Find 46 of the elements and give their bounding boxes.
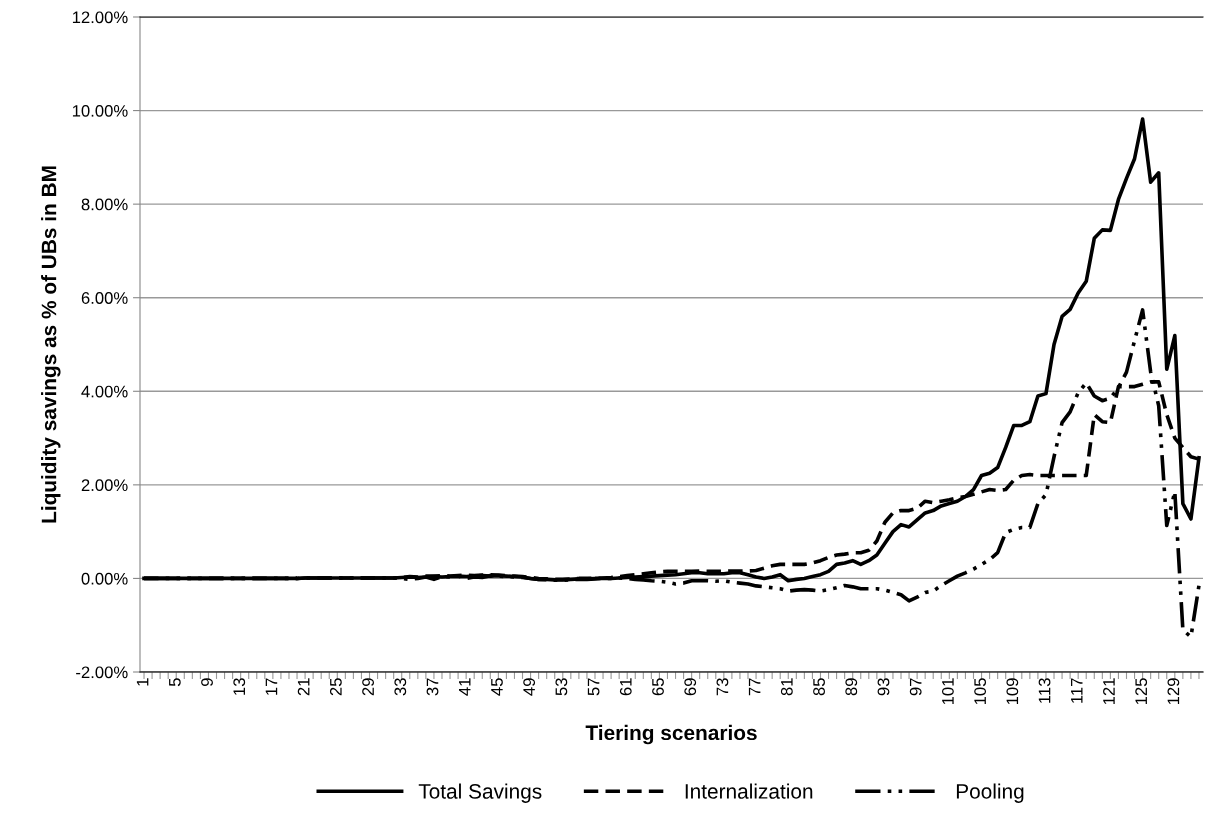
x-tick-label: 109 [1006,678,1019,705]
x-tick-label: 113 [1038,678,1051,703]
x-axis-title: Tiering scenarios [585,724,757,745]
legend-label: Internalization [685,783,813,799]
x-tick-label: 69 [684,678,697,696]
x-tick-label: 85 [813,678,825,696]
x-tick-label: 29 [362,678,374,696]
x-tick-label: 93 [877,678,890,696]
x-tick-label: 33 [394,678,407,696]
x-tick-label: 73 [716,678,729,696]
x-tick-label: 125 [1135,678,1148,705]
y-tick-label: 2.00% [81,479,128,492]
y-tick-label: 8.00% [81,198,128,211]
x-tick-label: 21 [297,678,310,696]
x-tick-label: 13 [233,678,246,695]
x-tick-label: 97 [909,678,922,696]
x-tick-label: 25 [329,678,342,696]
x-tick-label: 61 [619,678,632,696]
legend-label: Total Savings [418,783,542,803]
x-tick-label: 53 [555,678,568,696]
x-tick-label: 49 [523,678,536,696]
y-tick-label: 12.00% [72,11,128,24]
x-tick-label: 57 [587,678,600,696]
x-tick-label: 1 [136,678,149,686]
x-tick-label: 9 [201,678,213,687]
x-tick-label: 89 [845,678,858,696]
y-tick-label: 10.00% [72,104,128,117]
x-tick-label: 45 [491,678,503,696]
y-tick-label: 0.00% [81,572,128,585]
x-tick-label: 41 [458,678,471,696]
x-tick-label: 105 [974,678,987,705]
x-tick-label: 81 [780,678,793,696]
y-tick-label: -2.00% [76,666,128,679]
y-axis-title: Liquidity savings as % of UBs in BM [41,166,61,523]
x-tick-label: 129 [1167,678,1180,705]
x-tick-label: 121 [1103,678,1115,705]
x-tick-label: 117 [1071,678,1083,703]
legend-label: Pooling [956,783,1024,803]
x-tick-label: 5 [169,678,181,687]
x-tick-label: 65 [652,678,664,696]
x-tick-label: 101 [942,678,954,705]
y-tick-label: 6.00% [81,292,128,304]
x-tick-label: 17 [265,678,278,695]
x-tick-label: 37 [426,678,439,696]
y-tick-label: 4.00% [81,385,128,398]
x-tick-label: 77 [748,678,761,696]
